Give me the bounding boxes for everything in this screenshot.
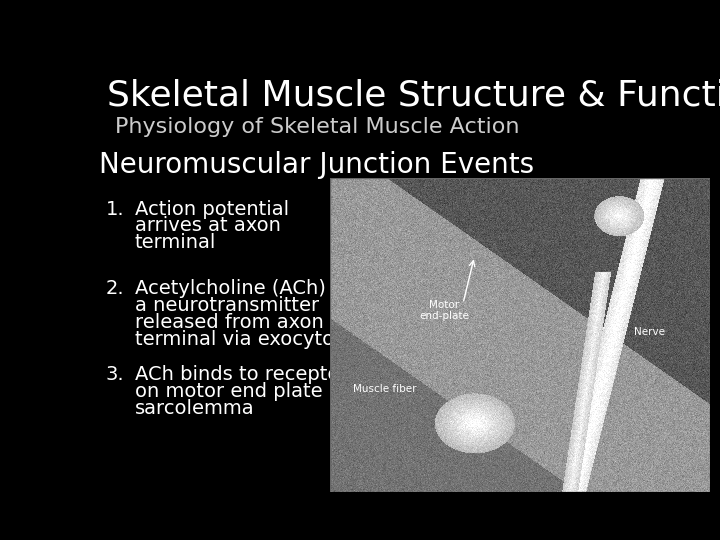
Text: 1.: 1. xyxy=(106,200,124,219)
Text: a neurotransmitter: a neurotransmitter xyxy=(135,296,319,315)
Text: Motor
end-plate: Motor end-plate xyxy=(419,300,469,321)
Bar xyxy=(330,178,710,492)
Text: 2.: 2. xyxy=(106,279,124,298)
Text: terminal: terminal xyxy=(135,233,216,252)
Text: Skeletal Muscle Structure & Function: Skeletal Muscle Structure & Function xyxy=(107,79,720,113)
Text: Acetylcholine (ACh): Acetylcholine (ACh) xyxy=(135,279,326,298)
Text: 3.: 3. xyxy=(106,365,124,384)
Text: Muscle fiber: Muscle fiber xyxy=(353,383,416,394)
Text: terminal via exocytosis: terminal via exocytosis xyxy=(135,330,360,349)
Text: on motor end plate of: on motor end plate of xyxy=(135,382,348,401)
Text: Action potential: Action potential xyxy=(135,200,289,219)
Text: sarcolemma: sarcolemma xyxy=(135,399,255,418)
Text: arrives at axon: arrives at axon xyxy=(135,217,281,235)
Text: Physiology of Skeletal Muscle Action: Physiology of Skeletal Muscle Action xyxy=(114,117,519,137)
Text: released from axon: released from axon xyxy=(135,313,324,332)
Text: Nerve: Nerve xyxy=(634,327,665,337)
Text: Neuromuscular Junction Events: Neuromuscular Junction Events xyxy=(99,151,534,179)
Text: ACh binds to receptors: ACh binds to receptors xyxy=(135,365,358,384)
